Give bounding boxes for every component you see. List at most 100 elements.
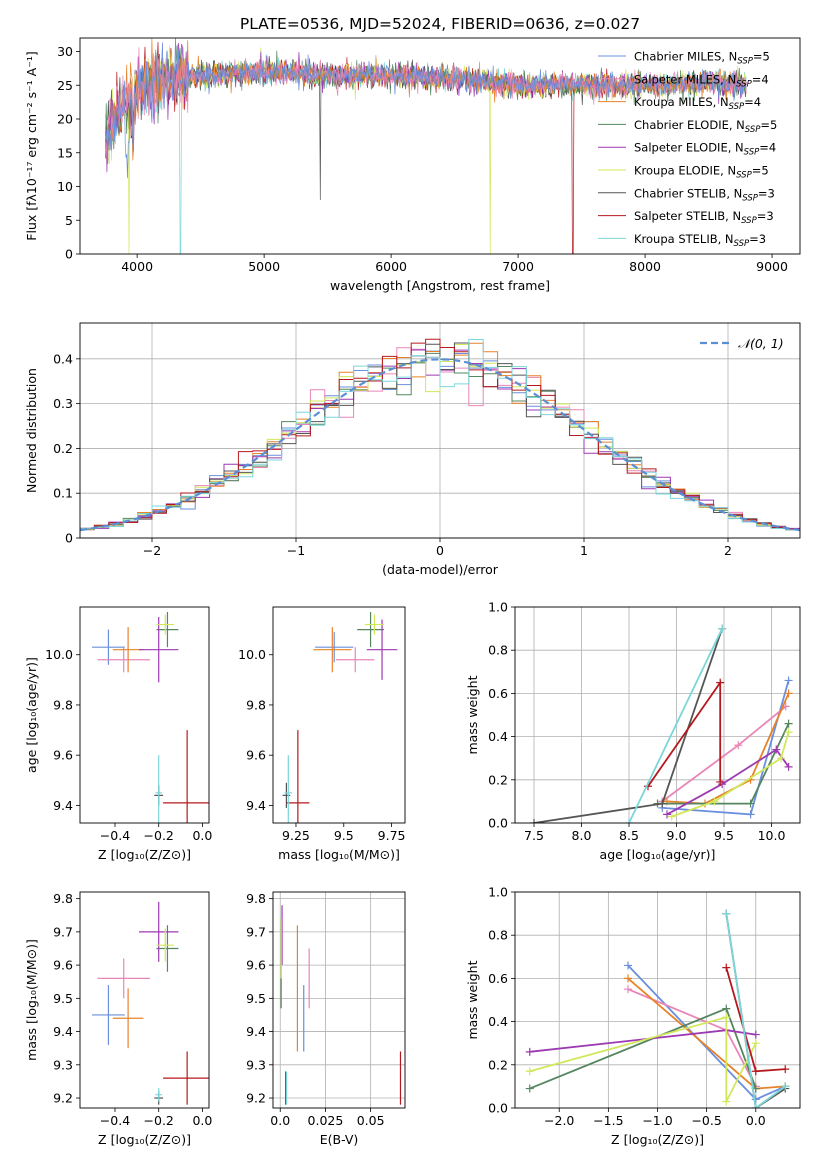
y-tick-label: 9.6 <box>246 748 266 763</box>
x-axis-label: (data-model)/error <box>382 562 499 577</box>
y-tick-label: 0.0 <box>488 816 508 831</box>
y-tick-label: 30 <box>57 44 73 59</box>
x-tick-label: −1.0 <box>642 1113 672 1128</box>
weight-marker <box>751 1104 760 1108</box>
x-tick-label: 5000 <box>248 259 280 274</box>
legend-entry: Salpeter STELIB, NSSP=3 <box>634 209 774 226</box>
errorbar-point-kroupa-stelib <box>155 1088 162 1102</box>
errorbar-point-salpeter-miles <box>336 647 375 673</box>
errorbar-point-chabrier-miles <box>92 985 125 1045</box>
y-tick-label: 1.0 <box>488 600 508 615</box>
chart-spectrum: 4000 5000 6000 7000 8000 9000 0 5 10 15 20 25 30 wave… <box>24 37 801 293</box>
y-tick-label: 9.2 <box>53 1091 73 1106</box>
weight-marker <box>525 1067 534 1076</box>
y-tick-label: 9.5 <box>53 991 73 1006</box>
weight-marker <box>781 1082 790 1091</box>
weight-line-kroupa-elodie <box>529 1016 757 1102</box>
axes-frame <box>514 891 801 1109</box>
x-axis-label: Z [log₁₀(Z/Z⊙)] <box>98 847 191 862</box>
weight-marker <box>784 719 793 728</box>
x-axis-label: Z [log₁₀(Z/Z⊙)] <box>611 1132 704 1147</box>
errorbar-point-chabrier-elodie <box>156 612 179 648</box>
legend-entry: Chabrier ELODIE, NSSP=5 <box>634 118 777 135</box>
x-tick-label: −1 <box>287 543 305 558</box>
y-tick-label: 9.6 <box>246 958 266 973</box>
y-tick-label: 9.8 <box>53 697 73 712</box>
x-tick-label: −0.4 <box>100 828 130 843</box>
y-tick-label: 10.0 <box>45 647 73 662</box>
figure-title: PLATE=0536, MJD=52024, FIBERID=0636, z=0… <box>240 15 640 33</box>
x-tick-label: 9000 <box>756 259 788 274</box>
weight-marker <box>784 676 793 685</box>
y-tick-label: 0.8 <box>488 643 508 658</box>
histogram-salpeter-stelib <box>80 338 800 530</box>
chart-weight_vs_Z: −2.0 −1.5 −1.0 −0.5 0.0 0.0 0.2 0.4 0.6 0.8 1.0 Z [… <box>465 885 801 1147</box>
y-tick-label: 0.1 <box>53 486 73 501</box>
y-tick-label: 9.4 <box>53 1024 73 1039</box>
y-tick-label: 9.3 <box>53 1057 73 1072</box>
errorbar-point-kroupa-elodie <box>364 614 384 635</box>
errorbar-point-kroupa-miles <box>112 627 144 673</box>
x-tick-label: 8.5 <box>619 828 639 843</box>
y-tick-label: 25 <box>57 78 73 93</box>
weight-marker <box>784 728 793 737</box>
x-tick-label: 10.0 <box>758 828 786 843</box>
weight-marker <box>772 745 781 754</box>
y-tick-label: 0 <box>65 247 73 262</box>
y-tick-label: 0.4 <box>488 729 508 744</box>
x-tick-label: 9.5 <box>714 828 734 843</box>
weight-line-salpeter-stelib <box>647 679 722 787</box>
y-tick-label: 0.3 <box>53 396 73 411</box>
weight-marker <box>784 762 793 771</box>
legend-entry: Salpeter MILES, NSSP=4 <box>634 72 769 89</box>
weight-marker <box>624 974 633 983</box>
chart-age_vs_Z: −0.4 −0.2 0.0 9.4 9.6 9.8 10.0 Z [log₁₀(Z/Z⊙)] a… <box>24 606 212 862</box>
y-axis-label: mass [log₁₀(M/M⊙)] <box>24 939 39 1061</box>
weight-marker <box>746 799 755 808</box>
weight-marker <box>716 678 725 687</box>
errorbar-point-kroupa-elodie <box>156 614 175 635</box>
y-tick-label: 9.7 <box>53 924 73 939</box>
x-tick-label: −0.2 <box>144 1113 174 1128</box>
plot-area <box>282 612 398 823</box>
x-tick-label: 9.0 <box>667 828 687 843</box>
y-axis-label: mass weight <box>465 960 480 1039</box>
y-tick-label: 9.3 <box>246 1057 266 1072</box>
x-tick-label: −0.4 <box>100 1113 130 1128</box>
y-tick-label: 9.4 <box>246 1024 266 1039</box>
y-axis-label: Normed distribution <box>24 368 39 493</box>
errorbar-point-kroupa-elodie <box>156 928 175 962</box>
x-tick-label: 0.0 <box>192 1113 212 1128</box>
errorbar-point-salpeter-stelib <box>163 1051 209 1105</box>
x-tick-label: −1.5 <box>593 1113 623 1128</box>
axes-frame <box>79 37 801 255</box>
errorbar-point-chabrier-elodie <box>156 925 179 972</box>
chart-mass_vs_Z: −0.4 −0.2 0.0 9.2 9.3 9.4 9.5 9.6 9.7 9.8 Z [log₁₀… <box>24 891 212 1147</box>
axes-frame <box>79 891 210 1109</box>
weight-line-chabrier-stelib <box>533 628 723 823</box>
weight-marker <box>722 1004 731 1013</box>
weight-line-salpeter-elodie <box>666 748 790 816</box>
weight-marker <box>751 1039 760 1048</box>
weight-marker <box>751 1030 760 1039</box>
x-tick-label: 0.0 <box>192 828 212 843</box>
y-tick-label: 9.8 <box>246 891 266 906</box>
weight-marker <box>781 1065 790 1074</box>
y-tick-label: 0.2 <box>488 1057 508 1072</box>
weight-marker <box>722 909 731 918</box>
y-tick-label: 9.6 <box>53 958 73 973</box>
legend-entry: Chabrier MILES, NSSP=5 <box>634 50 770 67</box>
errorbar-point-salpeter-elodie <box>139 901 179 962</box>
x-tick-label: 7.5 <box>524 828 544 843</box>
plot-area <box>105 38 747 254</box>
x-tick-label: 7000 <box>502 259 534 274</box>
errorbar-point-salpeter-miles <box>97 958 150 999</box>
weight-marker <box>751 1067 760 1076</box>
errorbar-point-salpeter-stelib <box>286 730 310 823</box>
plot-area <box>92 901 209 1105</box>
axes-frame <box>514 606 801 824</box>
x-tick-label: 8.0 <box>572 828 592 843</box>
y-tick-label: 9.7 <box>246 924 266 939</box>
y-tick-label: 0.2 <box>488 772 508 787</box>
weight-marker <box>722 1013 731 1022</box>
